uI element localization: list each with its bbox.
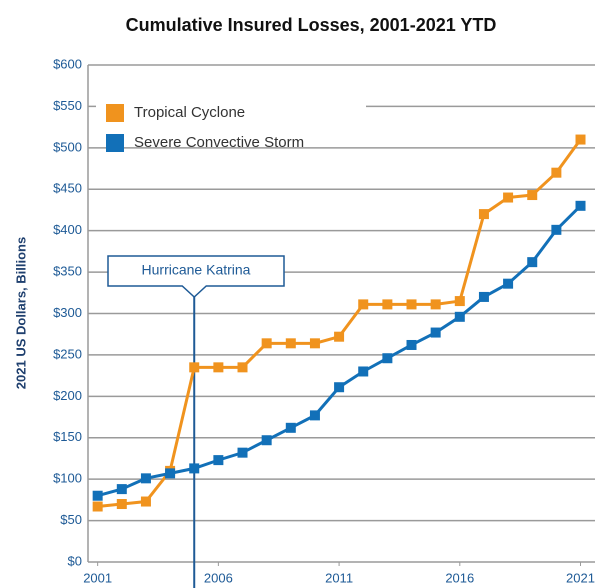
marker <box>261 435 272 446</box>
marker <box>358 299 369 310</box>
chart-title: Cumulative Insured Losses, 2001-2021 YTD <box>126 15 497 35</box>
annotation-text: Hurricane Katrina <box>142 262 251 278</box>
y-tick-label: $450 <box>53 181 82 196</box>
x-tick-label: 2006 <box>204 570 233 585</box>
marker <box>92 490 103 501</box>
marker <box>309 410 320 421</box>
marker <box>503 192 514 203</box>
marker <box>140 496 151 507</box>
marker <box>430 327 441 338</box>
y-tick-label: $300 <box>53 305 82 320</box>
marker <box>406 299 417 310</box>
marker <box>527 190 538 201</box>
marker <box>309 338 320 349</box>
marker <box>382 299 393 310</box>
marker <box>551 167 562 178</box>
marker <box>140 473 151 484</box>
marker <box>382 353 393 364</box>
annotation-box <box>107 255 285 299</box>
y-tick-label: $600 <box>53 56 82 71</box>
x-tick-label: 2001 <box>83 570 112 585</box>
marker <box>478 209 489 220</box>
marker <box>454 311 465 322</box>
marker <box>430 299 441 310</box>
marker <box>551 224 562 235</box>
marker <box>92 501 103 512</box>
x-tick-label: 2016 <box>445 570 474 585</box>
marker <box>237 362 248 373</box>
y-tick-label: $250 <box>53 346 82 361</box>
y-tick-label: $400 <box>53 222 82 237</box>
x-tick-label: 2011 <box>325 570 353 585</box>
marker <box>116 484 127 495</box>
marker <box>189 362 200 373</box>
legend-swatch <box>106 134 124 152</box>
marker <box>334 382 345 393</box>
y-tick-label: $50 <box>60 512 82 527</box>
y-tick-label: $500 <box>53 139 82 154</box>
y-tick-label: $550 <box>53 98 82 113</box>
marker <box>213 455 224 466</box>
legend-swatch <box>106 104 124 122</box>
y-tick-label: $350 <box>53 264 82 279</box>
marker <box>237 447 248 458</box>
legend-label: Tropical Cyclone <box>134 104 245 121</box>
marker <box>406 339 417 350</box>
series-line <box>97 204 582 498</box>
marker <box>358 366 369 377</box>
y-tick-label: $100 <box>53 471 82 486</box>
legend-label: Severe Convective Storm <box>134 134 304 151</box>
y-tick-label: $150 <box>53 429 82 444</box>
marker <box>285 338 296 349</box>
marker <box>575 200 586 211</box>
x-tick-label: 2021 <box>566 570 595 585</box>
marker <box>334 331 345 342</box>
marker <box>189 463 200 474</box>
legend-bg <box>96 84 366 146</box>
marker <box>503 278 514 289</box>
marker <box>285 422 296 433</box>
marker <box>527 257 538 268</box>
marker <box>116 499 127 510</box>
marker <box>213 362 224 373</box>
marker <box>261 338 272 349</box>
y-tick-label: $0 <box>68 553 82 568</box>
marker <box>454 296 465 307</box>
marker <box>165 468 176 479</box>
marker <box>478 291 489 302</box>
y-axis-label: 2021 US Dollars, Billions <box>13 237 28 389</box>
marker <box>575 134 586 145</box>
y-tick-label: $200 <box>53 388 82 403</box>
